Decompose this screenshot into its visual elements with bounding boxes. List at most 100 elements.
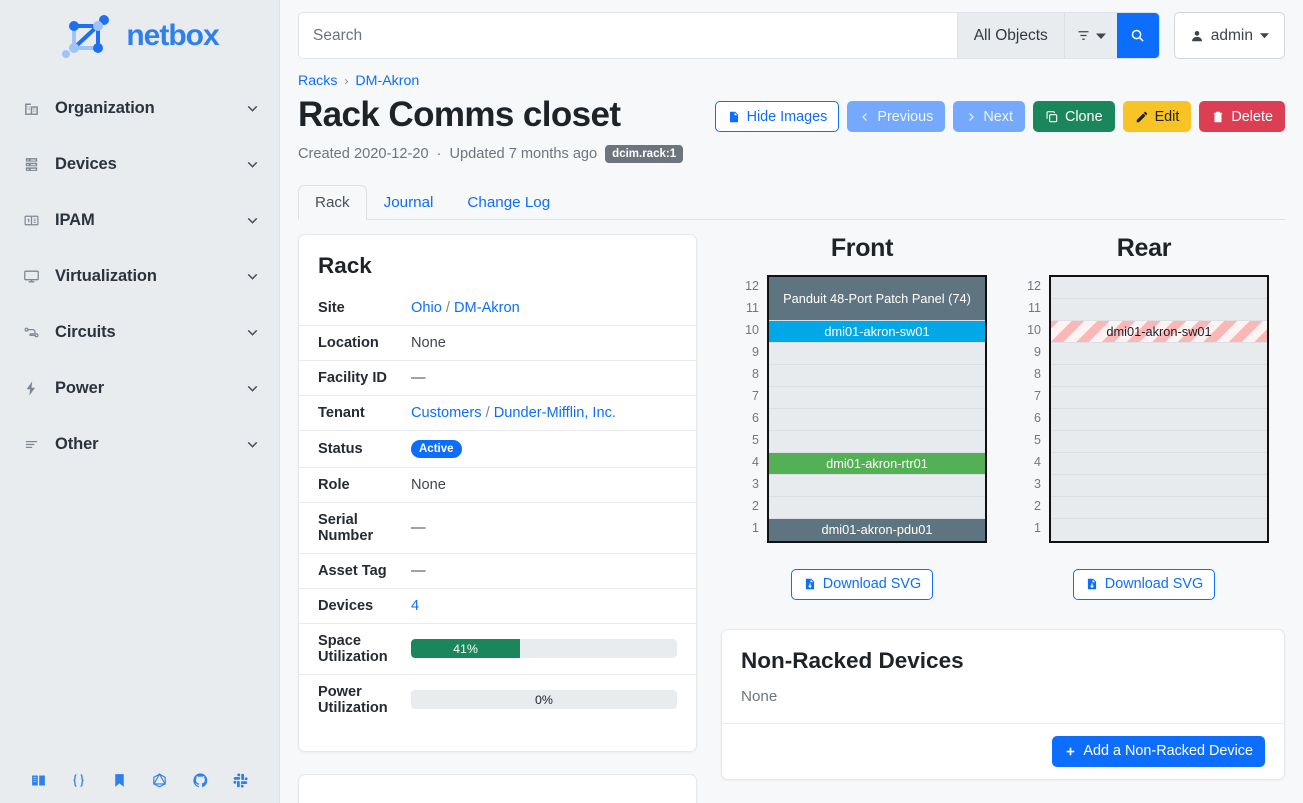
rear-elevation: Rear 12 11 10 9 8 7 6 5 4 3 bbox=[1003, 234, 1285, 600]
rack-unit-empty[interactable] bbox=[769, 342, 985, 365]
page-head: Racks › DM-Akron Rack Comms closet Creat… bbox=[280, 59, 1303, 163]
docs-book-icon[interactable] bbox=[30, 772, 47, 789]
chevron-down-icon bbox=[244, 100, 261, 117]
breadcrumb-item-racks[interactable]: Racks bbox=[298, 73, 338, 89]
rack-unit-empty[interactable] bbox=[1051, 342, 1267, 365]
rack-unit-empty[interactable] bbox=[1051, 298, 1267, 321]
rack-unit-empty[interactable] bbox=[769, 474, 985, 497]
chevron-down-icon bbox=[244, 380, 261, 397]
tab-rack[interactable]: Rack bbox=[298, 184, 367, 220]
next-button[interactable]: Next bbox=[953, 101, 1025, 132]
rack-unit-empty[interactable] bbox=[769, 364, 985, 387]
download-svg-front-button[interactable]: Download SVG bbox=[790, 568, 934, 600]
right-column: Front 12 11 10 9 8 7 6 5 4 3 bbox=[721, 234, 1285, 803]
rack-unit-empty[interactable] bbox=[1051, 276, 1267, 299]
caret-down-icon bbox=[1095, 31, 1106, 41]
rack-unit-occupied[interactable]: dmi01-akron-sw01 bbox=[1051, 320, 1267, 343]
rack-unit-empty[interactable] bbox=[1051, 452, 1267, 475]
delete-label: Delete bbox=[1231, 108, 1273, 125]
search-submit-button[interactable] bbox=[1116, 13, 1159, 58]
row-value: 4 bbox=[411, 587, 696, 624]
rack-unit-device[interactable]: dmi01-akron-rtr01 bbox=[769, 452, 985, 475]
rack-unit-empty[interactable] bbox=[769, 386, 985, 409]
brand-logo[interactable]: netbox bbox=[0, 0, 279, 80]
row-value: — bbox=[411, 359, 696, 396]
rack-unit-empty[interactable] bbox=[1051, 474, 1267, 497]
tenant-group-link[interactable]: Customers bbox=[411, 404, 482, 421]
rack-unit-empty[interactable] bbox=[1051, 518, 1267, 541]
row-label: Asset Tag bbox=[299, 552, 411, 589]
tab-change-log[interactable]: Change Log bbox=[450, 185, 567, 220]
unit-label: 8 bbox=[752, 366, 759, 381]
site-region-link[interactable]: Ohio bbox=[411, 299, 442, 316]
rack-card-title: Rack bbox=[318, 252, 372, 278]
sidebar-item-ipam[interactable]: IPAM bbox=[18, 192, 261, 248]
rear-rack-box: dmi01-akron-sw01 bbox=[1049, 274, 1269, 543]
slack-icon[interactable] bbox=[232, 772, 249, 789]
api-braces-icon[interactable] bbox=[70, 772, 87, 789]
unit-label: 1 bbox=[752, 520, 759, 535]
clone-button[interactable]: Clone bbox=[1032, 101, 1115, 132]
rack-unit-empty[interactable] bbox=[1051, 430, 1267, 453]
sidebar-item-power[interactable]: Power bbox=[18, 360, 261, 416]
hide-images-button[interactable]: Hide Images bbox=[714, 101, 840, 132]
graphql-icon[interactable] bbox=[151, 772, 168, 789]
bookmark-icon[interactable] bbox=[111, 772, 128, 789]
rack-unit-device[interactable]: Panduit 48-Port Patch Panel (74) bbox=[769, 276, 985, 321]
chevron-left-icon bbox=[859, 111, 871, 123]
progress-label: 0% bbox=[535, 692, 553, 707]
rack-unit-empty[interactable] bbox=[769, 496, 985, 519]
left-column: Rack Site Ohio / DM-Akron Location None bbox=[298, 233, 697, 803]
edit-button[interactable]: Edit bbox=[1122, 101, 1192, 132]
tab-journal[interactable]: Journal bbox=[367, 185, 451, 220]
front-elevation-diagram: 12 11 10 9 8 7 6 5 4 3 2 1 bbox=[737, 274, 987, 543]
sidebar-item-devices[interactable]: Devices bbox=[18, 136, 261, 192]
row-label: Location bbox=[299, 324, 411, 361]
row-value: 0% bbox=[411, 673, 696, 725]
row-value: Ohio / DM-Akron bbox=[411, 291, 696, 326]
rack-unit-empty[interactable] bbox=[769, 430, 985, 453]
sidebar-item-virtualization[interactable]: Virtualization bbox=[18, 248, 261, 304]
rack-unit-empty[interactable] bbox=[1051, 496, 1267, 519]
table-row: Serial Number — bbox=[299, 501, 696, 554]
table-row: Asset Tag — bbox=[299, 552, 696, 589]
row-label: Role bbox=[299, 466, 411, 503]
brand-wordmark: netbox bbox=[126, 19, 219, 52]
search-input[interactable] bbox=[299, 13, 957, 58]
front-rack-box: Panduit 48-Port Patch Panel (74) dmi01-a… bbox=[767, 274, 987, 543]
previous-button[interactable]: Previous bbox=[847, 101, 946, 132]
rack-unit-empty[interactable] bbox=[1051, 408, 1267, 431]
rack-unit-device[interactable]: dmi01-akron-sw01 bbox=[769, 320, 985, 343]
breadcrumb-separator-icon: › bbox=[344, 74, 349, 88]
row-value: — bbox=[411, 552, 696, 589]
rack-unit-device[interactable]: dmi01-akron-pdu01 bbox=[769, 518, 985, 541]
breadcrumb-item-dm-akron[interactable]: DM-Akron bbox=[355, 73, 420, 89]
account-icon bbox=[1190, 29, 1204, 43]
object-scope-select[interactable]: All Objects bbox=[956, 13, 1064, 58]
front-download-wrap: Download SVG bbox=[790, 568, 934, 600]
tab-label: Journal bbox=[383, 193, 434, 211]
monitor-icon bbox=[18, 268, 44, 285]
sidebar-item-other[interactable]: Other bbox=[18, 416, 261, 472]
sidebar-item-organization[interactable]: Organization bbox=[18, 80, 261, 136]
non-racked-devices-card: Non-Racked Devices None Add a Non-Racked… bbox=[721, 628, 1285, 780]
download-svg-rear-button[interactable]: Download SVG bbox=[1072, 568, 1216, 600]
clone-label: Clone bbox=[1064, 108, 1103, 125]
site-link[interactable]: DM-Akron bbox=[454, 299, 520, 316]
tenant-link[interactable]: Dunder-Mifflin, Inc. bbox=[493, 404, 616, 421]
rack-unit-empty[interactable] bbox=[1051, 386, 1267, 409]
add-non-racked-device-button[interactable]: Add a Non-Racked Device bbox=[1052, 735, 1265, 767]
sidebar-item-circuits[interactable]: Circuits bbox=[18, 304, 261, 360]
tab-label: Rack bbox=[315, 193, 350, 211]
user-menu-button[interactable]: admin bbox=[1173, 12, 1285, 59]
delete-button[interactable]: Delete bbox=[1199, 101, 1285, 132]
device-count-link[interactable]: 4 bbox=[411, 597, 420, 614]
rack-unit-empty[interactable] bbox=[1051, 364, 1267, 387]
filter-dropdown-button[interactable] bbox=[1063, 13, 1117, 58]
download-svg-label: Download SVG bbox=[822, 576, 922, 593]
rack-elevations: Front 12 11 10 9 8 7 6 5 4 3 bbox=[721, 234, 1285, 600]
rack-unit-empty[interactable] bbox=[769, 408, 985, 431]
unit-label: 9 bbox=[752, 344, 759, 359]
page-title: Rack Comms closet bbox=[298, 95, 621, 134]
github-icon[interactable] bbox=[192, 772, 209, 789]
